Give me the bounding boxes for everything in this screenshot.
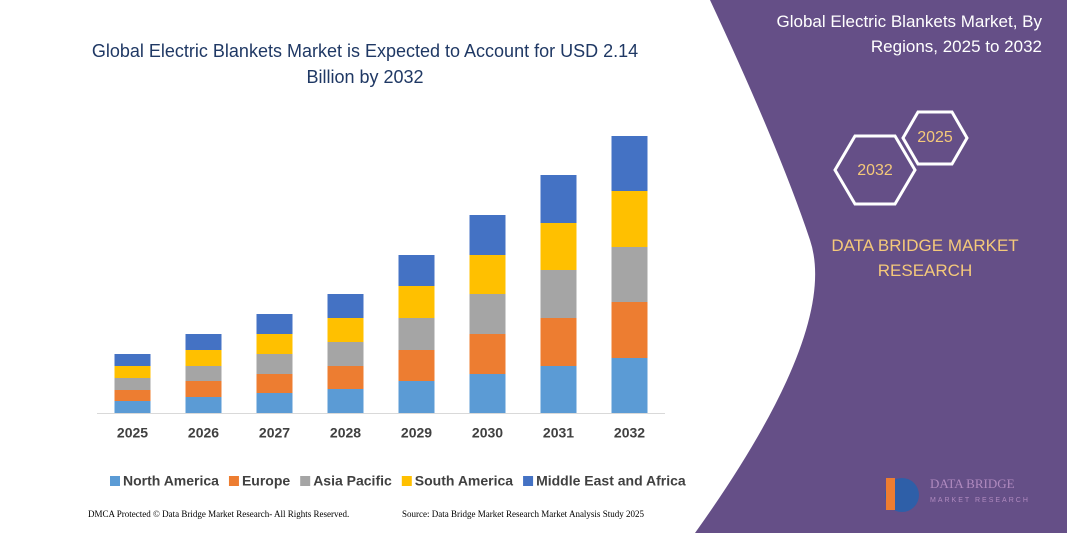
bar-segment: [256, 314, 293, 334]
bar-segment: [398, 255, 435, 286]
legend-label: South America: [415, 473, 513, 489]
bar-segment: [114, 366, 151, 378]
legend-swatch: [228, 476, 239, 486]
bar-segment: [540, 270, 577, 318]
bar-segment: [114, 401, 151, 413]
bar-segment: [256, 354, 293, 374]
logo-icon: [886, 478, 895, 510]
legend-swatch: [523, 476, 534, 486]
bar-segment: [540, 366, 577, 413]
x-tick-label: 2026: [188, 425, 219, 441]
x-tick-label: 2025: [117, 425, 148, 441]
bar-segment: [327, 366, 364, 389]
bar-segment: [398, 350, 435, 381]
legend-swatch: [110, 476, 120, 486]
bar-segment: [185, 397, 222, 413]
bar-segment: [256, 374, 293, 393]
bar-segment: [611, 302, 648, 358]
bar-segment: [256, 334, 293, 354]
bar-segment: [185, 334, 222, 350]
hex-label: 2032: [857, 162, 893, 179]
x-tick-label: 2032: [614, 425, 645, 441]
bar-segment: [327, 294, 364, 318]
hexagon: [901, 110, 969, 166]
bar-segment: [327, 318, 364, 342]
bar-segment: [540, 223, 577, 270]
legend-label: Asia Pacific: [313, 473, 392, 489]
legend-swatch: [401, 476, 412, 486]
bar-segment: [327, 389, 364, 413]
logo-text: DATA BRIDGE: [930, 476, 1015, 491]
side-panel: [695, 0, 1067, 533]
bar-segment: [540, 175, 577, 223]
bar-segment: [611, 191, 648, 247]
bar-segment: [398, 286, 435, 318]
bar-segment: [540, 318, 577, 366]
bar-segment: [469, 334, 506, 374]
panel-title: Global Electric Blankets Market, By Regi…: [776, 12, 1042, 56]
bar-segment: [469, 294, 506, 334]
footer-text: Source: Data Bridge Market Research Mark…: [402, 509, 644, 519]
bar-segment: [611, 247, 648, 302]
x-tick-label: 2031: [543, 425, 574, 441]
bar-segment: [469, 255, 506, 294]
legend-label: North America: [123, 473, 219, 489]
bar-segment: [185, 381, 222, 397]
bar-segment: [256, 393, 293, 413]
brand: DATA BRIDGE MARKET RESEARCH: [831, 236, 1019, 280]
bar-segment: [611, 136, 648, 191]
bar-segment: [114, 390, 151, 401]
bar-segment: [469, 374, 506, 413]
legend-swatch: [300, 476, 311, 486]
footer-text: DMCA Protected © Data Bridge Market Rese…: [88, 509, 349, 519]
bar-segment: [611, 358, 648, 413]
logo: DATA BRIDGE MARKET RESEARCH: [885, 476, 1030, 512]
bar-segment: [185, 366, 222, 381]
legend-label: Middle East and Africa: [536, 473, 686, 489]
x-tick-label: 2027: [259, 425, 290, 441]
hexagon: [833, 134, 917, 206]
bar-segment: [114, 354, 151, 366]
bar-segment: [114, 378, 151, 390]
bar-segment: [327, 342, 364, 366]
x-tick-label: 2030: [472, 425, 503, 441]
bar-segment: [398, 318, 435, 350]
bar-segment: [398, 381, 435, 413]
logo-text: MARKET RESEARCH: [930, 497, 1030, 504]
bar-segment: [185, 350, 222, 366]
x-tick-label: 2028: [330, 425, 361, 441]
hex-label: 2025: [917, 129, 953, 146]
legend-label: Europe: [242, 473, 290, 489]
bar-segment: [469, 215, 506, 255]
x-tick-label: 2029: [401, 425, 432, 441]
chart-title: Global Electric Blankets Market is Expec…: [91, 41, 639, 88]
